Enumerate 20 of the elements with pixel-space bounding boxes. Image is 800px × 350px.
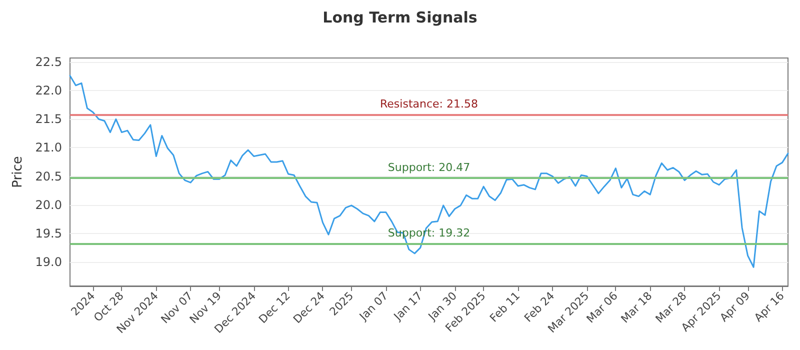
x-tick-label: Feb 11 xyxy=(487,289,523,325)
y-tick-label: 19.0 xyxy=(35,255,62,269)
ref-line-label: Support: 20.47 xyxy=(388,161,470,174)
chart-title: Long Term Signals xyxy=(322,8,478,26)
x-tick-label: Dec 24 xyxy=(290,289,328,326)
y-tick-label: 21.5 xyxy=(35,112,62,126)
x-tick-label: Jan 17 xyxy=(390,289,425,324)
y-axis-title: Price xyxy=(10,156,26,188)
y-tick-label: 22.5 xyxy=(35,55,62,69)
y-tick-label: 21.0 xyxy=(35,140,62,155)
y-tick-label: 20.5 xyxy=(35,169,62,184)
y-tick-label: 20.0 xyxy=(35,198,62,212)
x-tick-label: Mar 18 xyxy=(618,289,655,326)
y-tick-label: 22.0 xyxy=(35,84,62,98)
x-tick-label: Dec 12 xyxy=(256,289,293,326)
line-series xyxy=(69,74,789,268)
ref-line-label: Resistance: 21.58 xyxy=(380,98,478,111)
y-tick-label: 19.5 xyxy=(35,226,62,240)
x-tick-label: Jan 07 xyxy=(356,289,391,324)
x-tick-label: Apr 16 xyxy=(752,289,787,324)
